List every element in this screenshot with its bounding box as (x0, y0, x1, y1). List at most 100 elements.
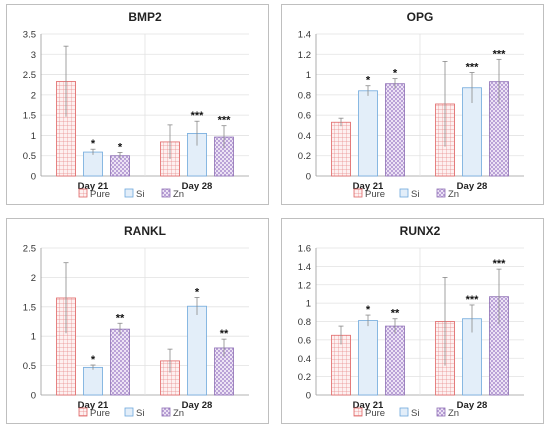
y-tick-label: 3 (31, 50, 36, 61)
chart-opg: OPG 0 0.2 0.4 0.6 0.8 1 1.2 1.4 * * Day 21 *** *** Day… (298, 10, 524, 200)
y-tick-label: 2.5 (23, 70, 36, 81)
x-tick-label: Day 28 (182, 181, 213, 192)
chart-panel-opg: OPG 0 0.2 0.4 0.6 0.8 1 1.2 1.4 * * Day 21 *** *** Day… (281, 4, 544, 205)
legend-label: Si (136, 408, 144, 419)
legend-swatch (399, 407, 409, 417)
y-tick-label: 1 (306, 299, 311, 310)
significance-mark: ** (220, 328, 229, 340)
y-tick-label: 0.6 (298, 111, 311, 122)
legend-item-si: Si (399, 188, 419, 200)
x-tick-label: Day 21 (78, 181, 109, 192)
bar-zn (110, 328, 130, 396)
significance-mark: ** (391, 308, 400, 320)
y-tick-label: 1.5 (23, 111, 36, 122)
x-tick-label: Day 21 (353, 181, 384, 192)
legend-swatch (436, 407, 446, 417)
legend-label: Si (411, 408, 419, 419)
legend-swatch (353, 188, 363, 198)
y-tick-label: 0.8 (298, 90, 311, 101)
y-tick-label: 0.4 (298, 131, 311, 142)
x-tick-label: Day 21 (78, 400, 109, 411)
y-tick-label: 0 (306, 391, 311, 402)
y-tick-label: 3.5 (23, 30, 36, 41)
legend-swatch (124, 407, 134, 417)
legend-swatch (353, 407, 363, 417)
legend-label: Pure (90, 408, 110, 419)
y-tick-label: 0.5 (23, 361, 36, 372)
legend-swatch (124, 188, 134, 198)
chart-bmp2: BMP2 0 0.5 1 1.5 2 2.5 3 3.5 * * Day 21 *** *** Day 28… (23, 10, 249, 200)
legend-item-si: Si (124, 188, 144, 200)
legend-item-pure: Pure (78, 188, 110, 200)
significance-mark: * (118, 141, 123, 153)
legend-item-si: Si (399, 407, 419, 419)
x-tick-label: Day 28 (457, 400, 488, 411)
legend-label: Zn (173, 189, 184, 200)
significance-mark: ** (116, 312, 125, 324)
bar-zn (385, 325, 405, 396)
y-tick-label: 1 (31, 131, 36, 142)
y-tick-label: 2.5 (23, 244, 36, 255)
x-tick-label: Day 28 (182, 400, 213, 411)
significance-mark: *** (191, 110, 205, 122)
significance-mark: * (91, 138, 96, 150)
y-tick-label: 0.5 (23, 151, 36, 162)
legend-label: Si (136, 189, 144, 200)
y-tick-label: 2 (31, 273, 36, 284)
y-tick-label: 0.4 (298, 354, 311, 365)
legend-item-zn: Zn (436, 188, 459, 200)
legend-item-pure: Pure (78, 407, 110, 419)
legend-label: Pure (365, 189, 385, 200)
legend-label: Zn (448, 408, 459, 419)
significance-mark: * (393, 68, 398, 80)
legend-swatch (436, 188, 446, 198)
significance-mark: *** (218, 115, 232, 127)
y-tick-label: 0 (31, 391, 36, 402)
legend-item-zn: Zn (161, 188, 184, 200)
y-tick-label: 0.2 (298, 151, 311, 162)
chart-panel-bmp2: BMP2 0 0.5 1 1.5 2 2.5 3 3.5 * * Day 21 *** *** Day 28… (6, 4, 269, 205)
legend-swatch (78, 407, 88, 417)
legend-item-si: Si (124, 407, 144, 419)
bar-si (358, 320, 378, 396)
y-tick-label: 0.2 (298, 372, 311, 383)
significance-mark: * (195, 286, 200, 298)
bar-pure (331, 121, 351, 177)
legend-swatch (161, 188, 171, 198)
chart-panel-rankl: RANKL 0 0.5 1 1.5 2 2.5 * ** Day 21 * ** Day 28 Pure S… (6, 218, 269, 424)
legend-label: Pure (365, 408, 385, 419)
bar-zn (385, 83, 405, 177)
significance-mark: * (366, 75, 371, 87)
legend-item-pure: Pure (353, 188, 385, 200)
y-tick-label: 1.4 (298, 262, 311, 273)
chart-title: OPG (407, 10, 434, 24)
bar-si (83, 366, 103, 396)
y-tick-label: 1 (31, 332, 36, 343)
y-tick-label: 0 (31, 172, 36, 183)
bar-si (83, 151, 103, 177)
y-tick-label: 2 (31, 90, 36, 101)
y-tick-label: 1.6 (298, 244, 311, 255)
significance-mark: *** (466, 294, 480, 306)
y-tick-label: 0 (306, 172, 311, 183)
legend-label: Pure (90, 189, 110, 200)
bar-si (187, 305, 207, 396)
significance-mark: *** (493, 48, 507, 60)
y-tick-label: 1.4 (298, 30, 311, 41)
significance-mark: *** (466, 62, 480, 74)
legend-label: Zn (448, 189, 459, 200)
legend-item-zn: Zn (161, 407, 184, 419)
chart-panel-runx2: RUNX2 0 0.2 0.4 0.6 0.8 1 1.2 1.4 1.6 * ** Day 21 ***… (281, 218, 544, 424)
significance-mark: * (91, 354, 96, 366)
significance-mark: * (366, 304, 371, 316)
bar-si (358, 90, 378, 177)
y-tick-label: 0.8 (298, 317, 311, 328)
legend-swatch (161, 407, 171, 417)
legend-label: Zn (173, 408, 184, 419)
x-tick-label: Day 21 (353, 400, 384, 411)
legend-swatch (399, 188, 409, 198)
x-tick-label: Day 28 (457, 181, 488, 192)
y-tick-label: 1.5 (23, 302, 36, 313)
